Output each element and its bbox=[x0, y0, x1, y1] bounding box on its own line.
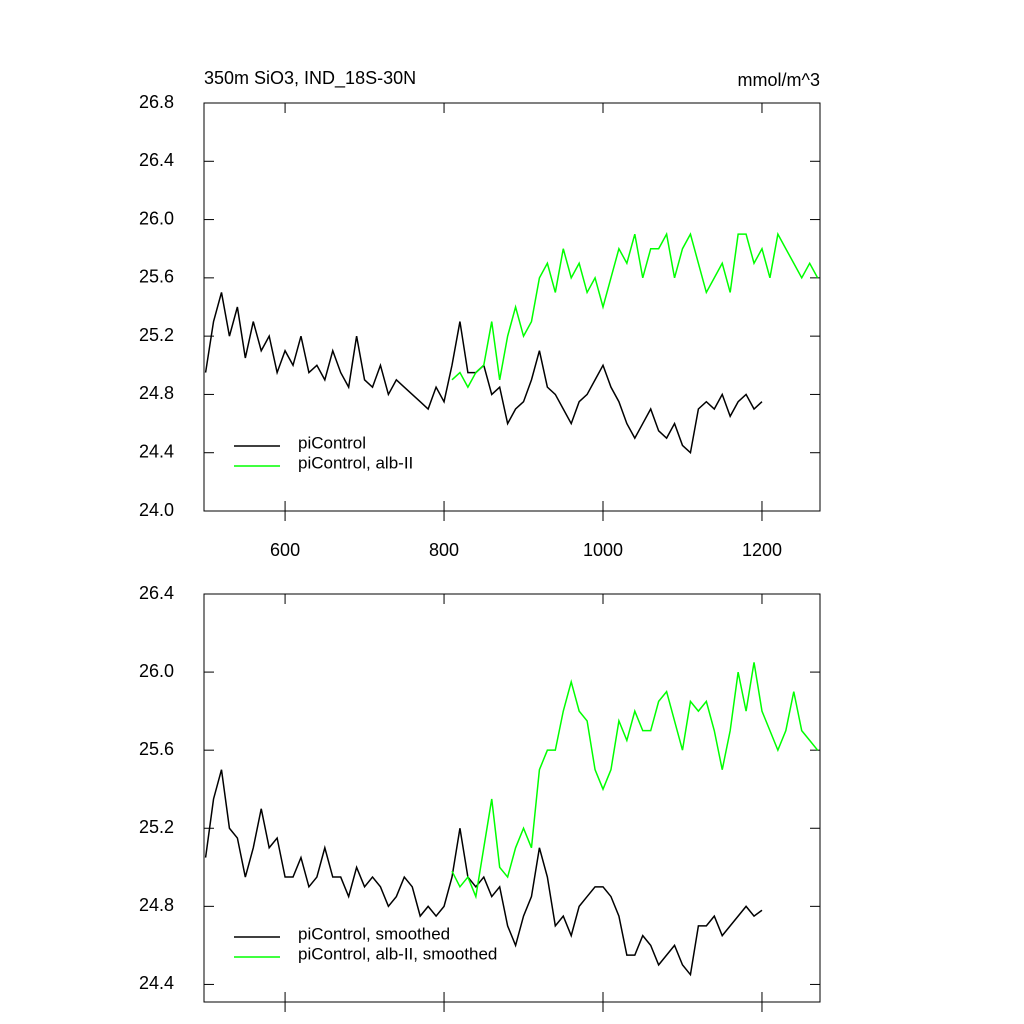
y-tick-label: 24.8 bbox=[139, 383, 174, 403]
x-tick-label: 1200 bbox=[742, 540, 782, 560]
y-tick-label: 26.8 bbox=[139, 92, 174, 112]
y-tick-label: 25.6 bbox=[139, 267, 174, 287]
series-line bbox=[204, 292, 763, 455]
legend-label: piControl bbox=[298, 433, 366, 452]
y-tick-label: 26.0 bbox=[139, 661, 174, 681]
y-tick-label: 24.4 bbox=[139, 973, 174, 993]
y-tick-label: 25.2 bbox=[139, 325, 174, 345]
y-tick-label: 25.6 bbox=[139, 739, 174, 759]
x-tick-label: 600 bbox=[270, 540, 300, 560]
y-tick-label: 26.4 bbox=[139, 150, 174, 170]
series-line bbox=[451, 662, 819, 900]
legend-label: piControl, smoothed bbox=[298, 924, 450, 943]
y-tick-label: 24.0 bbox=[139, 500, 174, 520]
y-tick-label: 25.2 bbox=[139, 817, 174, 837]
legend-label: piControl, alb-II, smoothed bbox=[298, 944, 497, 963]
plot-frame bbox=[203, 102, 821, 512]
y-tick-label: 24.8 bbox=[139, 895, 174, 915]
y-tick-label: 24.4 bbox=[139, 441, 174, 461]
x-tick-label: 800 bbox=[429, 540, 459, 560]
series-line bbox=[451, 231, 819, 389]
plot-frame bbox=[203, 593, 821, 1003]
x-tick-label: 1000 bbox=[583, 540, 623, 560]
units-label: mmol/m^3 bbox=[738, 70, 820, 90]
y-tick-label: 26.0 bbox=[139, 208, 174, 228]
legend-label: piControl, alb-II bbox=[298, 453, 413, 472]
chart-title: 350m SiO3, IND_18S-30N bbox=[204, 68, 416, 89]
series-line bbox=[204, 769, 763, 977]
y-tick-label: 26.4 bbox=[139, 583, 174, 603]
